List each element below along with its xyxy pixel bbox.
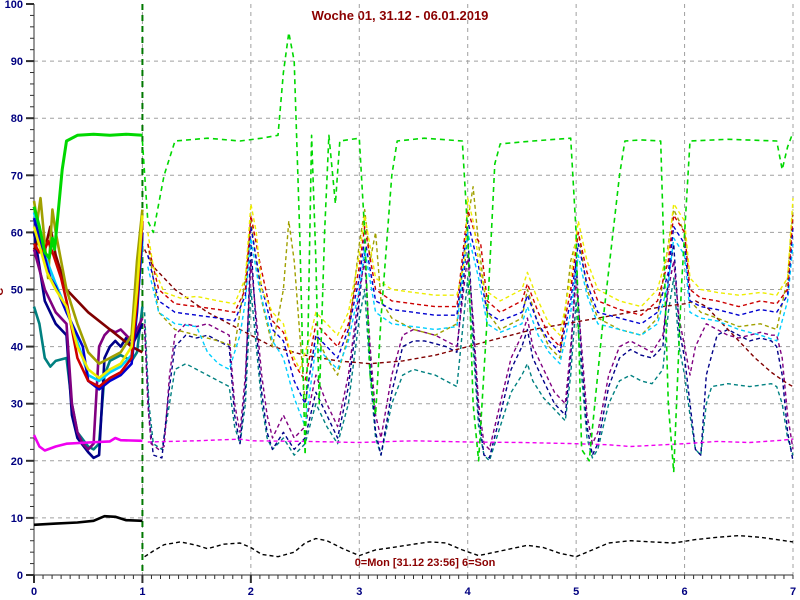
svg-text:0: 0 [31, 586, 37, 598]
svg-text:3: 3 [356, 586, 362, 598]
svg-text:20: 20 [11, 456, 23, 468]
svg-text:80: 80 [11, 113, 23, 125]
svg-text:0: 0 [17, 570, 23, 582]
svg-text:30: 30 [11, 399, 23, 411]
svg-text:7: 7 [790, 586, 796, 598]
svg-text:100: 100 [5, 0, 23, 11]
chart-title: Woche 01, 31.12 - 06.01.2019 [311, 8, 489, 23]
svg-text:40: 40 [11, 342, 23, 354]
svg-text:60: 60 [11, 227, 23, 239]
svg-text:90: 90 [11, 56, 23, 68]
x-axis-footnote: 0=Mon [31.12 23:56] 6=Son [354, 557, 496, 569]
svg-text:1: 1 [139, 586, 145, 598]
svg-text:5: 5 [573, 586, 579, 598]
svg-text:50: 50 [11, 285, 23, 297]
svg-text:70: 70 [11, 170, 23, 182]
svg-text:6: 6 [682, 586, 688, 598]
svg-text:2: 2 [248, 586, 254, 598]
svg-text:10: 10 [11, 513, 23, 525]
svg-text:4: 4 [465, 586, 472, 598]
